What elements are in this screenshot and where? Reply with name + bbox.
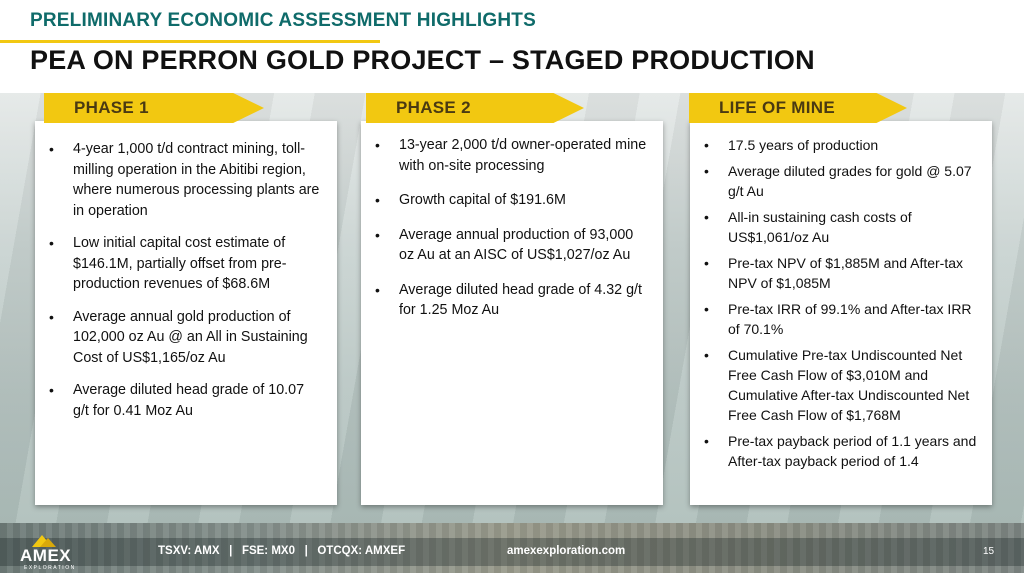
section-supertitle: PRELIMINARY ECONOMIC ASSESSMENT HIGHLIGH… [30,10,536,31]
lom-bullet: All-in sustaining cash costs of US$1,061… [704,207,982,247]
phase-2-bullet: Average diluted head grade of 4.32 g/t f… [375,280,649,321]
stock-tickers: TSXV: AMX | FSE: MX0 | OTCQX: AMXEF [158,545,406,557]
life-of-mine-panel: 17.5 years of production Average diluted… [690,121,992,505]
lom-bullet: Cumulative Pre-tax Undiscounted Net Free… [704,345,982,425]
phase-1-panel: 4-year 1,000 t/d contract mining, toll-m… [35,121,337,505]
phase-2-panel: 13-year 2,000 t/d owner-operated mine wi… [361,121,663,505]
amex-logo-icon [32,535,56,547]
footer-strip [0,523,1024,573]
phase-2-tab: PHASE 2 [366,93,584,123]
lom-bullet: Pre-tax IRR of 99.1% and After-tax IRR o… [704,299,982,339]
phase-2-bullet: Average annual production of 93,000 oz A… [375,225,649,266]
phase-2-bullet: 13-year 2,000 t/d owner-operated mine wi… [375,135,649,176]
logo-wordmark: AMEX [20,546,72,565]
lom-bullet: Pre-tax NPV of $1,885M and After-tax NPV… [704,253,982,293]
title-underline [0,40,380,43]
phase-1-bullet: Low initial capital cost estimate of $14… [49,233,323,295]
logo-subtext: EXPLORATION [24,565,76,571]
page-title: PEA ON PERRON GOLD PROJECT – STAGED PROD… [30,45,815,75]
phase-1-bullet: 4-year 1,000 t/d contract mining, toll-m… [49,139,323,221]
lom-bullet: Average diluted grades for gold @ 5.07 g… [704,161,982,201]
phase-1-tab: PHASE 1 [44,93,264,123]
lom-bullet: 17.5 years of production [704,135,982,155]
life-of-mine-tab: LIFE OF MINE [689,93,907,123]
phase-1-bullet: Average diluted head grade of 10.07 g/t … [49,380,323,421]
phase-1-bullet: Average annual gold production of 102,00… [49,307,323,369]
lom-bullet: Pre-tax payback period of 1.1 years and … [704,431,982,471]
phase-2-bullet: Growth capital of $191.6M [375,190,649,211]
footer-bar [0,538,1024,566]
page-number: 15 [983,546,995,557]
website-link[interactable]: amexexploration.com [507,545,626,557]
